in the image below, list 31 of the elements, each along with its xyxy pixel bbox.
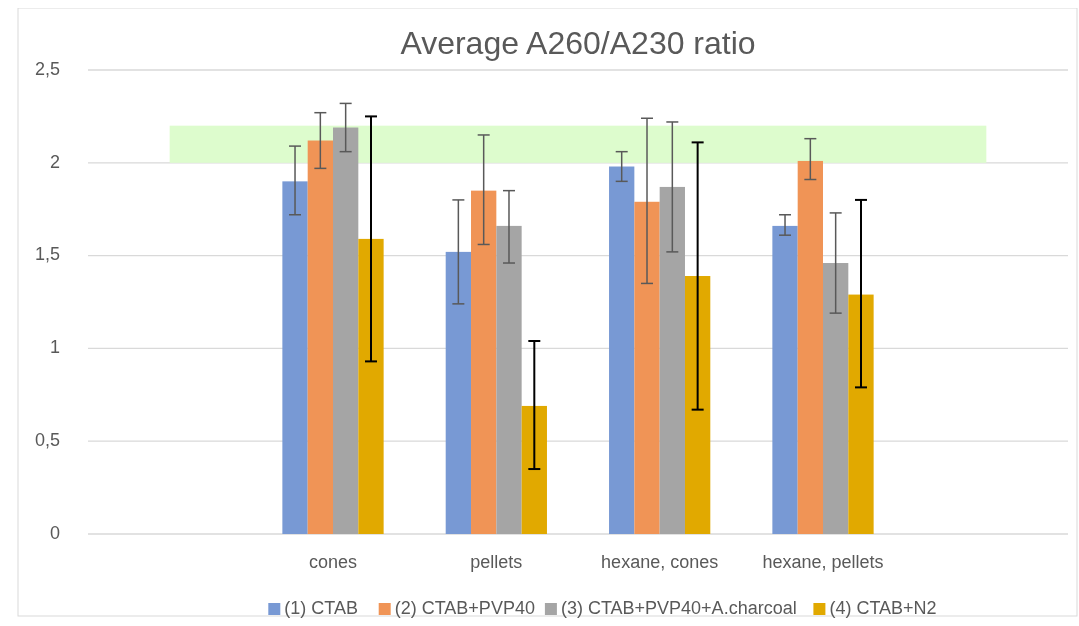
x-tick-label: cones: [308, 551, 358, 572]
bar: [609, 166, 635, 534]
bar: [634, 201, 660, 534]
legend-label: (4) CTAB+N2: [829, 597, 937, 618]
bar: [772, 225, 798, 534]
y-tick-label: 0,5: [34, 429, 60, 450]
legend-label: (3) CTAB+PVP40+A.charcoal: [560, 597, 797, 618]
y-tick-label: 1: [49, 337, 60, 358]
bar: [521, 405, 547, 534]
bar: [358, 238, 384, 534]
y-tick-label: 1,5: [34, 244, 60, 265]
bar: [684, 276, 711, 534]
chart-title: Average A260/A230 ratio: [400, 25, 756, 61]
bar: [848, 294, 874, 534]
bar: [471, 190, 497, 534]
bar: [797, 160, 823, 534]
bar: [333, 127, 359, 534]
bar: [282, 181, 308, 534]
bar: [445, 251, 472, 534]
legend-label: (2) CTAB+PVP40: [394, 597, 535, 618]
y-tick-label: 2: [49, 151, 60, 172]
y-tick-label: 0: [49, 522, 60, 543]
bar: [496, 225, 522, 534]
x-tick-label: hexane, pellets: [762, 551, 884, 572]
legend-label: (1) CTAB: [284, 597, 358, 618]
x-tick-label: hexane, cones: [601, 551, 719, 572]
x-tick-label: pellets: [470, 551, 523, 572]
bar: [307, 140, 333, 534]
bar: [823, 263, 849, 534]
y-tick-label: 2,5: [34, 58, 60, 79]
bar: [659, 186, 685, 534]
